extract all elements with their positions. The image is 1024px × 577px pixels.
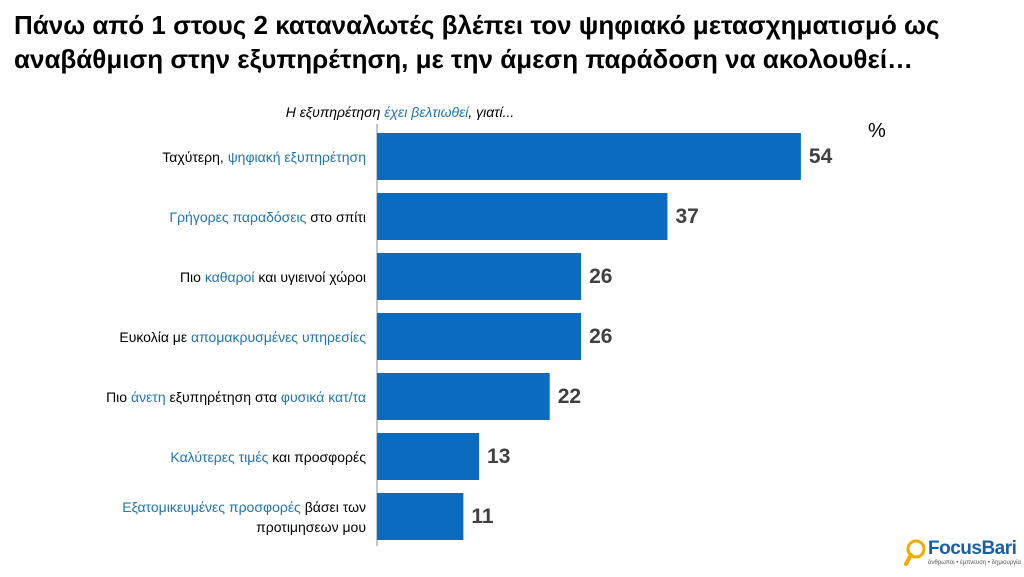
text: Ευκολία με [119, 328, 191, 345]
text: βάσει των προτιμησεων μου [256, 498, 370, 535]
text: και προσφορές [268, 448, 366, 465]
highlight-text: ψηφιακή εξυπηρέτηση [227, 148, 366, 165]
text: Πιο [179, 268, 205, 285]
text: εξυπηρέτηση στα [165, 388, 281, 405]
value-label: 11 [471, 505, 494, 528]
text: Η εξυπηρέτηση [285, 104, 385, 120]
logo-name: FocusBari [928, 538, 1017, 559]
highlight-text: καθαροί [204, 268, 255, 285]
text: και υγιεινοί χώροι [254, 268, 366, 285]
bar [377, 493, 464, 540]
bar [377, 373, 550, 420]
text: Ταχύτερη, [162, 148, 228, 165]
highlight-text: Γρήγορες παραδόσεις [169, 208, 307, 225]
value-label: 13 [487, 445, 510, 468]
logo-icon [904, 539, 926, 566]
bar [377, 433, 480, 480]
value-label: 37 [675, 205, 698, 228]
logo-tagline: άνθρωποι • έμπνευση • δημιουργία [928, 560, 1021, 566]
value-label: 26 [589, 265, 612, 288]
highlight-text: φυσικά κατ/τα [280, 388, 366, 405]
highlight-text: Καλύτερες τιμές [170, 448, 269, 465]
unit-label: % [868, 120, 886, 142]
text: , γιατί... [468, 104, 515, 120]
category-label: Πιο καθαροί και υγιεινοί χώροι [40, 253, 366, 300]
category-label: Ευκολία με απομακρυσμένες υπηρεσίες [40, 313, 366, 360]
highlight-text: άνετη [130, 388, 166, 405]
bar [377, 193, 668, 240]
chart-subtitle: Η εξυπηρέτηση έχει βελτιωθεί, γιατί... [190, 104, 610, 120]
chart-title: Πάνω από 1 στους 2 καταναλωτές βλέπει το… [14, 10, 940, 74]
value-label: 22 [558, 385, 581, 408]
bar [377, 313, 582, 360]
category-label: Γρήγορες παραδόσεις στο σπίτι [40, 193, 366, 240]
value-label: 26 [589, 325, 612, 348]
category-label: Ταχύτερη, ψηφιακή εξυπηρέτηση [40, 133, 366, 180]
highlight-text: έχει βελτιωθεί [384, 104, 469, 120]
logo: FocusBari άνθρωποι • έμπνευση • δημιουργ… [904, 538, 1021, 572]
text: Πιο [106, 388, 131, 405]
bar [377, 133, 801, 180]
category-label: Καλύτερες τιμές και προσφορές [40, 433, 366, 480]
highlight-text: Εξατομικευμένες προσφορές [122, 498, 301, 515]
bar [377, 253, 582, 300]
value-label: 54 [809, 145, 833, 168]
category-label: Πιο άνετη εξυπηρέτηση στα φυσικά κατ/τα [40, 373, 366, 420]
text: στο σπίτι [306, 208, 366, 225]
category-label: Εξατομικευμένες προσφορές βάσει των προτ… [40, 493, 366, 540]
highlight-text: απομακρυσμένες υπηρεσίες [191, 328, 366, 345]
